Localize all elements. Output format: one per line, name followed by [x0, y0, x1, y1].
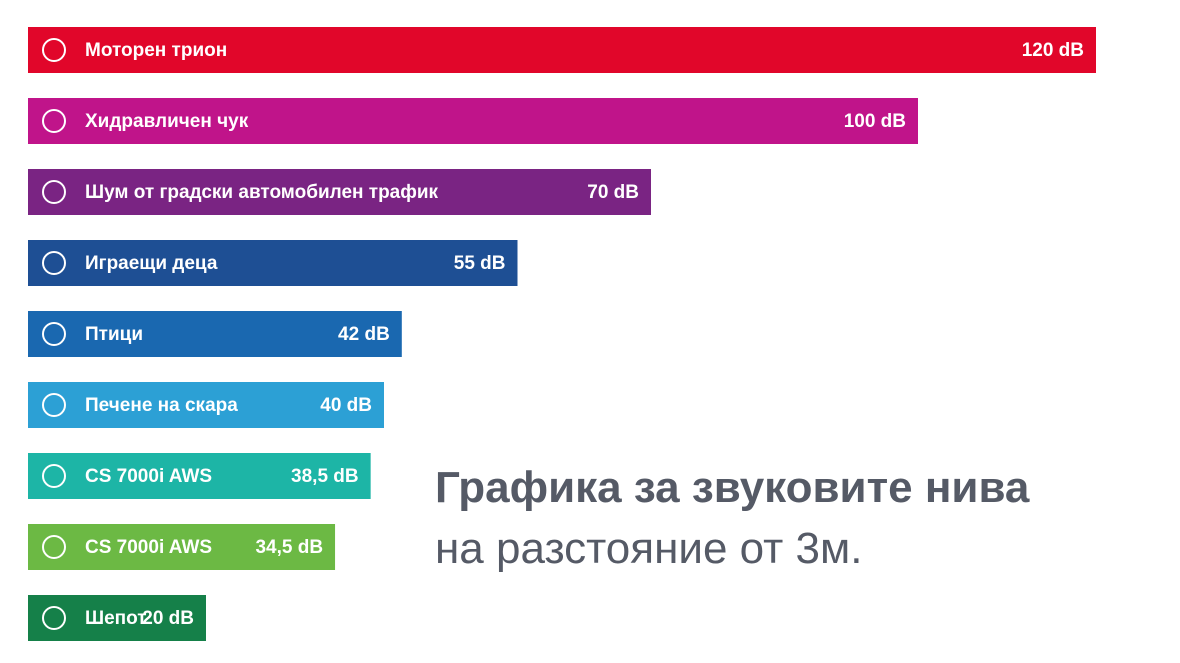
category-label: CS 7000i AWS: [85, 537, 212, 558]
icon: [42, 38, 66, 62]
bar: [28, 524, 336, 570]
icon: [42, 606, 66, 630]
icon: [42, 464, 66, 488]
value-label: 42 dB: [338, 324, 390, 345]
bar: [28, 169, 651, 215]
bar: [28, 240, 518, 286]
icon: [42, 322, 66, 346]
value-label: 120 dB: [1022, 40, 1084, 61]
category-label: Печене на скара: [85, 395, 238, 416]
category-label: Хидравличен чук: [85, 111, 249, 132]
icon: [42, 109, 66, 133]
icon: [42, 535, 66, 559]
category-label: Шум от градски автомобилен трафик: [85, 182, 439, 203]
value-label: 70 dB: [587, 182, 639, 203]
bar: [28, 311, 402, 357]
category-label: Играещи деца: [85, 253, 218, 274]
value-label: 20 dB: [142, 608, 194, 629]
category-label: Птици: [85, 324, 143, 345]
value-label: 100 dB: [844, 111, 906, 132]
icon: [42, 180, 66, 204]
icon: [42, 393, 66, 417]
bar: [28, 98, 918, 144]
value-label: 38,5 dB: [291, 466, 359, 487]
bar: [28, 453, 371, 499]
category-label: Моторен трион: [85, 40, 227, 61]
chart-title: Графика за звуковите нива: [435, 463, 1030, 512]
category-label: Шепот: [85, 608, 147, 629]
value-label: 34,5 dB: [255, 537, 323, 558]
value-label: 55 dB: [454, 253, 506, 274]
bar: [28, 27, 1096, 73]
bar: [28, 595, 206, 641]
icon: [42, 251, 66, 275]
chart-subtitle: на разстояние от 3м.: [435, 524, 862, 573]
category-label: CS 7000i AWS: [85, 466, 212, 487]
value-label: 40 dB: [320, 395, 372, 416]
bar: [28, 382, 384, 428]
